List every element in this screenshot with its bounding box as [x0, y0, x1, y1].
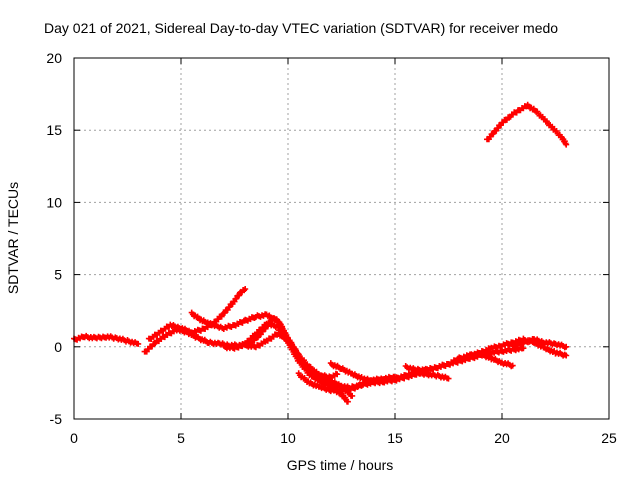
y-axis-ticks: -5 0 5 10 15 20 [46, 50, 609, 427]
y-tick-label: 20 [46, 50, 62, 66]
x-tick-label: 5 [177, 430, 185, 446]
series-markers [484, 101, 570, 148]
series-markers [327, 360, 452, 386]
y-tick-label: 0 [54, 339, 62, 355]
x-axis-ticks: 0 5 10 15 20 25 [70, 58, 617, 446]
series-arc-11 [509, 336, 570, 351]
plot-frame [73, 57, 610, 420]
x-axis-label: GPS time / hours [287, 457, 394, 473]
y-axis-label: SDTVAR / TECUs [5, 182, 21, 294]
series-markers [71, 332, 142, 347]
x-tick-label: 0 [70, 430, 78, 446]
y-tick-label: 10 [46, 194, 62, 210]
grid-lines [74, 58, 609, 419]
x-tick-label: 10 [280, 430, 296, 446]
data-points [71, 101, 570, 405]
x-tick-label: 20 [494, 430, 510, 446]
y-tick-label: -5 [50, 411, 63, 427]
series-arc-1 [71, 332, 142, 347]
chart-title: Day 021 of 2021, Sidereal Day-to-day VTE… [44, 20, 558, 36]
y-tick-label: 5 [54, 267, 62, 283]
series-markers [509, 336, 570, 351]
x-tick-label: 15 [387, 430, 403, 446]
y-tick-label: 15 [46, 122, 62, 138]
x-tick-label: 25 [601, 430, 617, 446]
series-arc-8 [327, 360, 452, 386]
series-arc-12 [484, 101, 570, 148]
